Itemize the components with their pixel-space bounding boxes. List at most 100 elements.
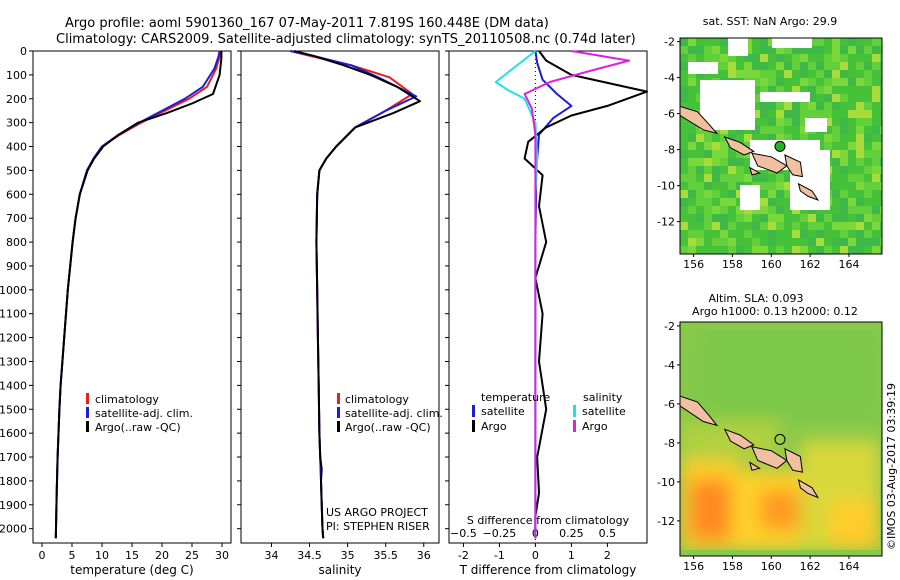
sst-cell: [712, 54, 720, 62]
sst-cell: [760, 222, 768, 230]
sst-cell: [768, 46, 776, 54]
sst-cell: [680, 70, 688, 78]
sst-cell: [864, 158, 872, 166]
sst-cell: [792, 214, 800, 222]
sst-cell: [856, 110, 864, 118]
sst-cell: [776, 134, 784, 142]
sst-cell: [832, 38, 840, 46]
sst-cell: [728, 206, 736, 214]
sst-cell: [848, 174, 856, 182]
sst-cell: [776, 46, 784, 54]
sst-cell: [744, 62, 752, 70]
sst-cell: [792, 86, 800, 94]
sst-cell: [864, 102, 872, 110]
sst-cell: [696, 190, 704, 198]
map-y-tick-label: -8: [664, 437, 675, 450]
sst-cell: [688, 86, 696, 94]
sst-cell: [744, 214, 752, 222]
sst-cell: [832, 54, 840, 62]
sst-cell: [736, 166, 744, 174]
temperature-legend: climatology satellite-adj. clim. Argo(..…: [86, 393, 193, 434]
sst-cell: [872, 230, 880, 238]
sst-cell: [832, 46, 840, 54]
sst-cell: [872, 102, 880, 110]
sst-cell: [872, 70, 880, 78]
sst-cell: [880, 230, 882, 238]
sst-cell: [704, 230, 712, 238]
legend-label-argo: Argo(..raw -QC): [345, 421, 431, 434]
sst-cell: [680, 166, 688, 174]
sst-cell: [840, 110, 848, 118]
sst-cell: [840, 78, 848, 86]
sst-cell: [720, 46, 728, 54]
island: [797, 478, 820, 499]
sst-cell: [688, 190, 696, 198]
sst-cell: [688, 142, 696, 150]
sst-cell: [784, 86, 792, 94]
sst-cell: [856, 246, 864, 254]
sst-cell: [792, 118, 800, 126]
depth-tick-label: 900: [6, 260, 27, 273]
sst-cell: [840, 62, 848, 70]
sst-cell: [784, 198, 792, 206]
sst-cell: [776, 238, 784, 246]
sst-cell: [808, 54, 816, 62]
temperature-panel-frame: [32, 50, 232, 544]
sst-cell: [768, 78, 776, 86]
depth-tick-label: 500: [6, 164, 27, 177]
sst-cell: [680, 118, 688, 126]
sst-map: [680, 38, 882, 254]
depth-tick-label: 400: [6, 141, 27, 154]
sst-cell: [760, 46, 768, 54]
sst-cell: [760, 110, 768, 118]
sst-cell: [768, 206, 776, 214]
depth-axis: 0 100 200 300 400 500 600 700 800 900 1000 1100 1200…: [0, 45, 449, 536]
legend-swatch-t-satellite: [472, 405, 475, 417]
sst-cell: [688, 230, 696, 238]
sst-cell: [680, 214, 688, 222]
sst-cell: [872, 38, 880, 46]
legend-label-s-satellite: satellite: [582, 405, 626, 418]
sst-cell: [808, 134, 816, 142]
sst-cell: [760, 206, 768, 214]
x-tick-label: 35: [341, 549, 355, 562]
sst-cell: [864, 222, 872, 230]
sst-cell: [880, 246, 882, 254]
sst-cell: [816, 54, 824, 62]
missing-data-patch: [728, 38, 748, 56]
sla-patch: [690, 480, 730, 540]
sst-cell: [680, 46, 688, 54]
sst-cell: [768, 118, 776, 126]
sst-cell: [848, 190, 856, 198]
sst-cell: [696, 158, 704, 166]
island: [751, 152, 788, 174]
series-line: [54, 51, 223, 539]
sst-cell: [720, 166, 728, 174]
sst-cell: [680, 94, 688, 102]
map-x-tick-label: 164: [838, 560, 859, 573]
sst-cell: [696, 198, 704, 206]
sst-cell: [872, 238, 880, 246]
sst-cell: [792, 62, 800, 70]
sst-cell: [760, 198, 768, 206]
depth-tick-label: 600: [6, 188, 27, 201]
sst-cell: [696, 166, 704, 174]
legend-label-climatology: climatology: [345, 393, 409, 406]
sst-cell: [872, 174, 880, 182]
sst-cell: [712, 166, 720, 174]
sst-cell: [720, 222, 728, 230]
island: [784, 154, 803, 178]
sst-cell: [808, 102, 816, 110]
sst-cell: [808, 46, 816, 54]
sst-cell: [720, 54, 728, 62]
map-x-tick-label: 162: [800, 258, 821, 271]
sst-cell: [832, 214, 840, 222]
sst-cell: [728, 54, 736, 62]
sst-cell: [768, 190, 776, 198]
sst-cell: [800, 54, 808, 62]
sst-cell: [696, 182, 704, 190]
sst-cell: [848, 150, 856, 158]
sst-cell: [792, 70, 800, 78]
sst-cell: [688, 134, 696, 142]
sst-cell: [848, 166, 856, 174]
